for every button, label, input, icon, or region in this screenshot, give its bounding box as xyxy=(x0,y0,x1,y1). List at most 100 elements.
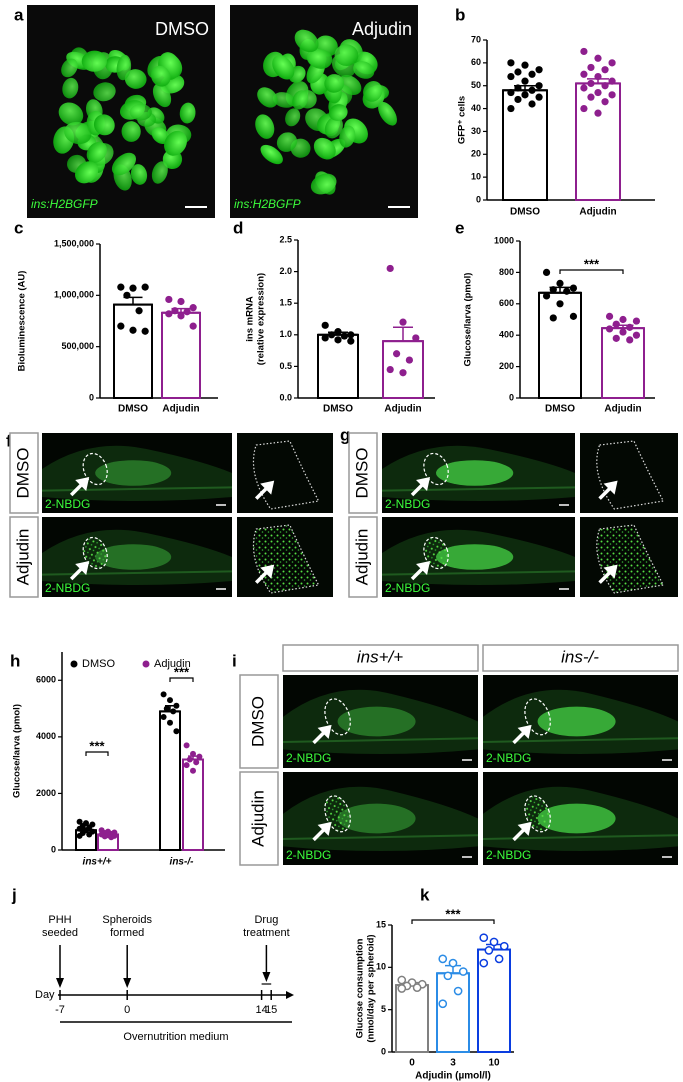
cell xyxy=(130,164,148,185)
gut xyxy=(436,460,514,486)
y-axis-label: Bioluminescence (AU) xyxy=(17,271,28,372)
gut xyxy=(537,706,616,737)
notochord xyxy=(381,570,576,576)
data-point xyxy=(177,297,185,306)
arrow-head xyxy=(260,480,275,495)
arrow-head xyxy=(416,561,431,575)
cell xyxy=(353,61,375,79)
panel-label: k xyxy=(420,885,430,904)
data-point xyxy=(453,986,463,996)
data-point xyxy=(608,77,616,85)
data-point xyxy=(193,759,200,766)
x-tick-label: Adjudin xyxy=(579,207,616,218)
row-label-box xyxy=(348,432,378,514)
x-tick-label: 3 xyxy=(450,1058,456,1069)
y-tick-label: 2.0 xyxy=(279,266,292,276)
column-label-box xyxy=(482,644,679,672)
data-point xyxy=(399,369,407,377)
x-tick-label: ins-/- xyxy=(170,857,195,868)
tick-label: 0 xyxy=(124,1004,130,1016)
gut xyxy=(95,544,172,570)
cell xyxy=(324,116,343,139)
data-point xyxy=(542,268,551,276)
column-label-box xyxy=(282,644,479,672)
cell xyxy=(294,29,319,53)
cell xyxy=(151,127,170,145)
data-point xyxy=(580,84,588,92)
arrow-head xyxy=(317,724,332,739)
data-point xyxy=(183,762,190,769)
cell xyxy=(260,144,283,165)
cell xyxy=(334,44,359,66)
data-point xyxy=(626,323,634,331)
cell xyxy=(339,125,356,148)
arrow-head xyxy=(75,561,90,575)
data-point xyxy=(587,93,595,101)
data-point xyxy=(514,68,522,76)
significance-label: *** xyxy=(445,906,461,921)
row-label: Adjudin xyxy=(352,529,371,586)
arrow-head xyxy=(75,477,90,491)
legend-label: Adjudin xyxy=(154,658,191,670)
y-tick-label: 60 xyxy=(471,57,481,67)
cell xyxy=(150,65,171,87)
legend-marker xyxy=(142,660,150,668)
y-tick-label: 200 xyxy=(499,361,514,371)
legend-label: DMSO xyxy=(82,658,115,670)
panel-label: g xyxy=(340,425,350,444)
event-label: Spheroids xyxy=(102,914,152,926)
y-tick-label: 500,000 xyxy=(61,341,94,351)
event-label: Drug xyxy=(254,914,278,926)
data-point xyxy=(340,332,348,340)
data-point xyxy=(412,334,420,342)
event-label: formed xyxy=(110,927,144,939)
data-point xyxy=(173,728,180,735)
cell xyxy=(363,81,383,102)
y-tick-label: 40 xyxy=(471,103,481,113)
bar xyxy=(601,327,645,400)
data-point xyxy=(117,283,125,291)
data-point xyxy=(580,47,588,56)
data-point xyxy=(484,946,494,955)
cell xyxy=(292,90,309,110)
data-point xyxy=(601,66,609,74)
islet-outline xyxy=(524,698,551,736)
y-tick-label: 800 xyxy=(499,267,514,277)
data-point xyxy=(632,331,641,339)
arrow-head xyxy=(260,564,275,579)
event-arrowhead xyxy=(56,978,64,988)
medium-label: Overnutrition medium xyxy=(123,1031,228,1043)
data-point xyxy=(171,307,179,315)
y-tick-label: 2000 xyxy=(36,788,56,798)
data-point xyxy=(399,318,407,326)
data-point xyxy=(535,66,543,74)
row-label-box xyxy=(9,432,39,514)
event-label: treatment xyxy=(243,927,289,939)
islet-outline xyxy=(596,440,665,510)
data-point xyxy=(507,88,515,97)
y-tick-label: 1,500,000 xyxy=(54,238,94,248)
data-point xyxy=(167,697,173,704)
y-tick-label: 600 xyxy=(499,298,514,308)
data-point xyxy=(542,292,551,300)
y-tick-label: 0 xyxy=(509,392,514,402)
cell xyxy=(151,161,168,184)
data-point xyxy=(594,54,602,62)
data-point xyxy=(196,753,203,760)
arrow-head xyxy=(317,821,332,836)
y-axis-label: Glucose/larva (pmol) xyxy=(463,273,474,367)
data-point xyxy=(167,719,173,726)
cell xyxy=(86,141,107,163)
bar xyxy=(317,333,359,399)
data-point xyxy=(605,325,614,333)
row-label-box xyxy=(239,674,279,769)
data-point xyxy=(514,95,522,104)
data-point xyxy=(594,72,602,81)
notochord xyxy=(381,486,576,492)
panel-label: j xyxy=(11,885,17,904)
islet-outline xyxy=(324,795,351,833)
data-point xyxy=(412,983,422,993)
x-tick-label: DMSO xyxy=(545,404,575,415)
data-point xyxy=(528,100,536,108)
data-point xyxy=(397,975,407,985)
